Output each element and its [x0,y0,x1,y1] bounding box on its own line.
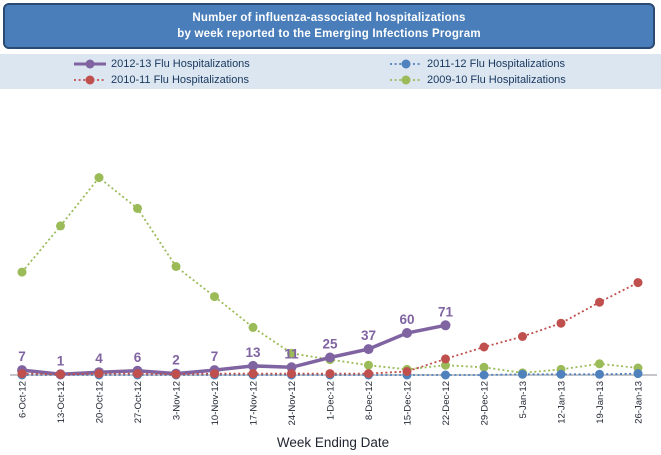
x-tick-label: 5-Jan-13 [518,381,529,419]
series-line [21,281,639,376]
data-point [94,173,104,183]
legend-point-sample [85,59,95,69]
data-point [56,369,65,379]
data-point [402,367,412,376]
data-label: 13 [245,345,261,360]
legend-marker-icon [74,59,106,69]
x-tick-label: 3-Nov-12 [172,381,183,420]
series-2010-11 [17,278,643,379]
data-label: 6 [134,350,142,365]
data-point [479,370,489,380]
data-point [287,369,296,379]
line-chart-plot: 6-Oct-12 13-Oct-12 20-Oct-12 27-Oct-12 3-Nov… [10,173,657,450]
x-tick-label: 22-Dec-12 [441,381,452,425]
legend-item-2012-13: 2012-13 Flu Hospitalizations [73,56,330,72]
data-point [133,369,142,379]
data-point [595,359,604,369]
data-point [133,203,142,213]
x-tick-label: 6-Oct-12 [18,381,29,418]
x-tick-label: 13-Oct-12 [56,381,67,423]
series-line [21,323,446,377]
data-label: 2 [172,353,180,368]
data-label: 7 [18,349,26,364]
data-point [363,344,374,355]
data-point [210,292,219,302]
x-tick-label: 26-Jan-13 [634,381,645,424]
legend-marker-icon [390,75,422,85]
data-point [441,360,450,370]
data-point [248,360,258,371]
x-tick-label: 8-Dec-12 [364,381,375,420]
legend-point-sample [401,75,411,85]
data-point [633,369,643,379]
legend-item-label: 2010-11 Flu Hospitalizations [111,74,249,86]
data-label: 37 [361,328,376,343]
data-point [556,318,566,328]
data-point [248,322,258,332]
x-tick-label: 15-Dec-12 [403,381,414,425]
data-label: 11 [284,346,299,361]
x-tick-label: 10-Nov-12 [210,381,221,425]
data-point [171,369,181,379]
data-point [286,362,297,373]
x-tick-label: 20-Oct-12 [95,381,106,423]
legend-item-2010-11: 2010-11 Flu Hospitalizations [73,72,330,88]
data-point [633,278,643,288]
data-label: 1 [57,353,65,368]
legend-item-2009-10: 2009-10 Flu Hospitalizations [389,72,661,88]
series-line [22,372,639,376]
x-tick-label: 1-Dec-12 [326,381,337,420]
data-point [595,297,604,307]
data-label: 71 [438,304,454,319]
data-point [248,369,258,379]
data-point [556,369,566,379]
legend-grid: 2012-13 Flu Hospitalizations 2011-12 Flu … [0,54,661,88]
data-label: 4 [95,351,103,366]
data-point [518,369,527,379]
data-point [94,369,104,379]
data-point [17,369,27,379]
legend-marker-icon [74,75,106,85]
data-point [171,262,181,271]
data-point [479,362,489,372]
data-point [440,320,451,331]
data-point [17,267,27,277]
chart-title-line1: Number of influenza-associated hospitali… [192,12,466,24]
data-point [56,221,65,231]
data-point [441,370,450,380]
chart-title-line2: by week reported to the Emerging Infecti… [177,28,481,40]
data-label: 7 [211,349,219,364]
data-point [595,369,604,379]
x-tick-label: 29-Dec-12 [480,381,491,425]
data-label: 60 [399,312,414,327]
legend-item-label: 2009-10 Flu Hospitalizations [427,74,566,86]
legend-item-2011-12: 2011-12 Flu Hospitalizations [389,56,661,72]
data-point [325,352,335,363]
data-point [364,360,373,370]
chart-legend: 2012-13 Flu Hospitalizations 2011-12 Flu … [0,54,661,89]
legend-marker-icon [390,59,422,69]
data-point [325,369,335,379]
x-axis-title: Week Ending Date [277,435,389,450]
data-point [402,328,412,338]
legend-point-sample [85,75,95,85]
legend-item-label: 2012-13 Flu Hospitalizations [111,58,250,70]
data-point [441,354,450,364]
legend-point-sample [401,59,411,69]
data-point [518,332,527,341]
data-label: 25 [322,337,338,352]
legend-item-label: 2011-12 Flu Hospitalizations [427,58,565,70]
data-point [210,369,219,379]
chart-title-banner: Number of influenza-associated hospitali… [3,3,655,49]
x-tick-label: 24-Nov-12 [287,381,298,425]
x-tick-label: 19-Jan-13 [595,381,606,424]
data-point [287,348,296,358]
data-point [364,369,373,379]
x-tick-label: 12-Jan-13 [557,381,568,424]
data-point [479,342,489,352]
x-tick-label: 27-Oct-12 [133,381,144,423]
x-tick-label: 17-Nov-12 [249,381,260,425]
